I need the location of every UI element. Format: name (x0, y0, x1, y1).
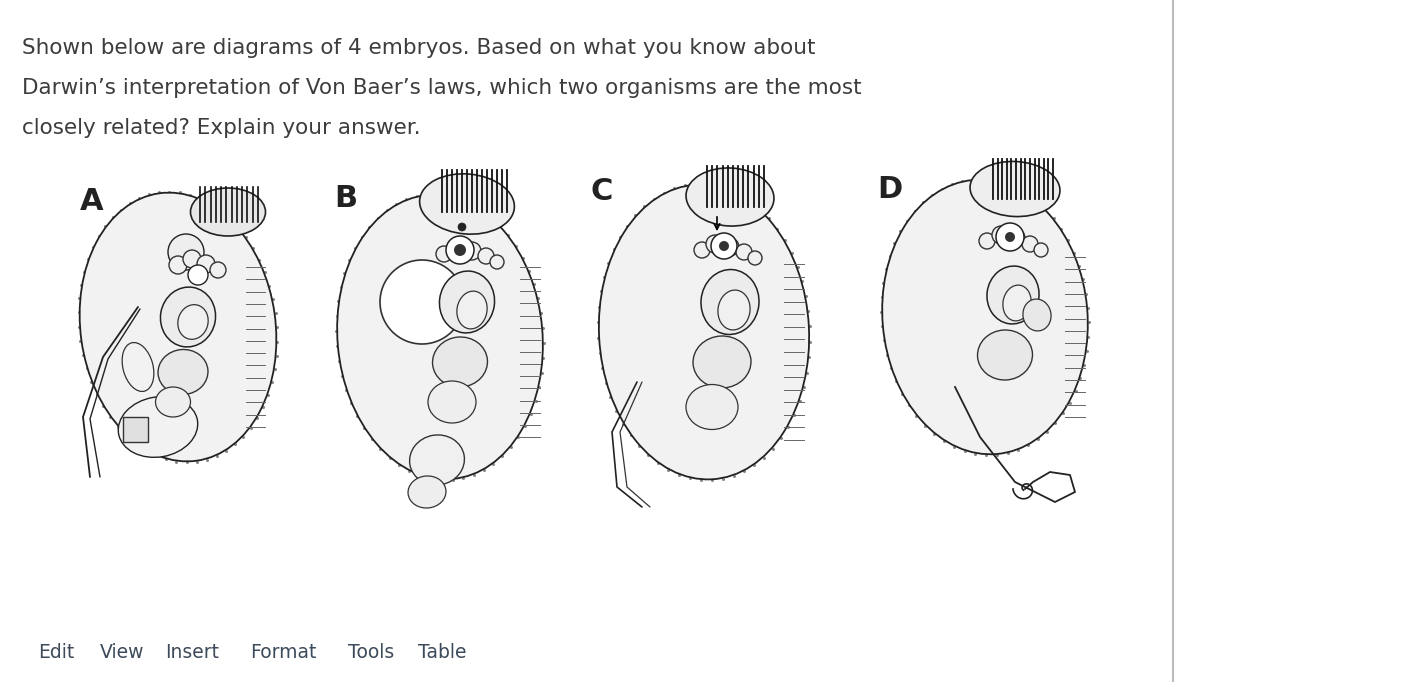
Text: View: View (100, 642, 145, 662)
Ellipse shape (457, 291, 486, 329)
Circle shape (1007, 229, 1025, 247)
Circle shape (188, 265, 208, 285)
Ellipse shape (1024, 299, 1052, 331)
Ellipse shape (156, 387, 190, 417)
Circle shape (721, 238, 740, 256)
Text: C: C (591, 177, 613, 206)
Circle shape (183, 250, 201, 268)
Circle shape (695, 242, 710, 258)
Ellipse shape (433, 337, 488, 387)
Circle shape (993, 226, 1010, 244)
Ellipse shape (987, 266, 1039, 324)
Circle shape (169, 256, 187, 274)
Circle shape (449, 239, 465, 257)
Ellipse shape (419, 174, 515, 234)
Ellipse shape (440, 271, 495, 333)
Ellipse shape (882, 180, 1088, 454)
Ellipse shape (157, 349, 208, 394)
Circle shape (463, 242, 481, 260)
Circle shape (197, 255, 215, 273)
Ellipse shape (80, 192, 277, 462)
Ellipse shape (160, 287, 215, 347)
Circle shape (436, 246, 451, 262)
Ellipse shape (118, 397, 198, 458)
Ellipse shape (177, 305, 208, 340)
Circle shape (748, 251, 762, 265)
Text: closely related? Explain your answer.: closely related? Explain your answer. (22, 118, 420, 138)
Text: Darwin’s interpretation of Von Baer’s laws, which two organisms are the most: Darwin’s interpretation of Von Baer’s la… (22, 78, 862, 98)
Text: Insert: Insert (165, 642, 219, 662)
Ellipse shape (599, 185, 808, 479)
Ellipse shape (122, 342, 153, 391)
Circle shape (995, 223, 1024, 251)
Circle shape (711, 233, 737, 259)
Circle shape (706, 235, 724, 253)
Ellipse shape (1002, 285, 1031, 321)
Circle shape (380, 260, 464, 344)
Circle shape (718, 241, 728, 251)
Ellipse shape (970, 162, 1060, 217)
Text: Table: Table (418, 642, 467, 662)
Ellipse shape (686, 168, 773, 226)
Circle shape (491, 255, 503, 269)
Ellipse shape (427, 381, 477, 423)
Polygon shape (122, 417, 148, 442)
Ellipse shape (408, 476, 446, 508)
Circle shape (167, 234, 204, 270)
Text: Tools: Tools (349, 642, 394, 662)
Text: Edit: Edit (38, 642, 75, 662)
Circle shape (1005, 232, 1015, 242)
Text: B: B (335, 184, 357, 213)
Circle shape (454, 244, 465, 256)
Text: Format: Format (250, 642, 316, 662)
Ellipse shape (702, 269, 759, 334)
Ellipse shape (693, 336, 751, 388)
Circle shape (446, 236, 474, 264)
Circle shape (209, 262, 226, 278)
Circle shape (1033, 243, 1047, 257)
Circle shape (458, 223, 465, 231)
Ellipse shape (337, 195, 543, 479)
Ellipse shape (409, 435, 464, 485)
Circle shape (979, 233, 995, 249)
Ellipse shape (190, 188, 266, 236)
Circle shape (1022, 236, 1038, 252)
Text: A: A (80, 187, 104, 216)
Text: D: D (877, 175, 903, 204)
Ellipse shape (977, 330, 1032, 380)
Text: Shown below are diagrams of 4 embryos. Based on what you know about: Shown below are diagrams of 4 embryos. B… (22, 38, 815, 58)
Ellipse shape (686, 385, 738, 430)
Ellipse shape (718, 290, 749, 330)
Circle shape (735, 244, 752, 260)
Circle shape (478, 248, 494, 264)
